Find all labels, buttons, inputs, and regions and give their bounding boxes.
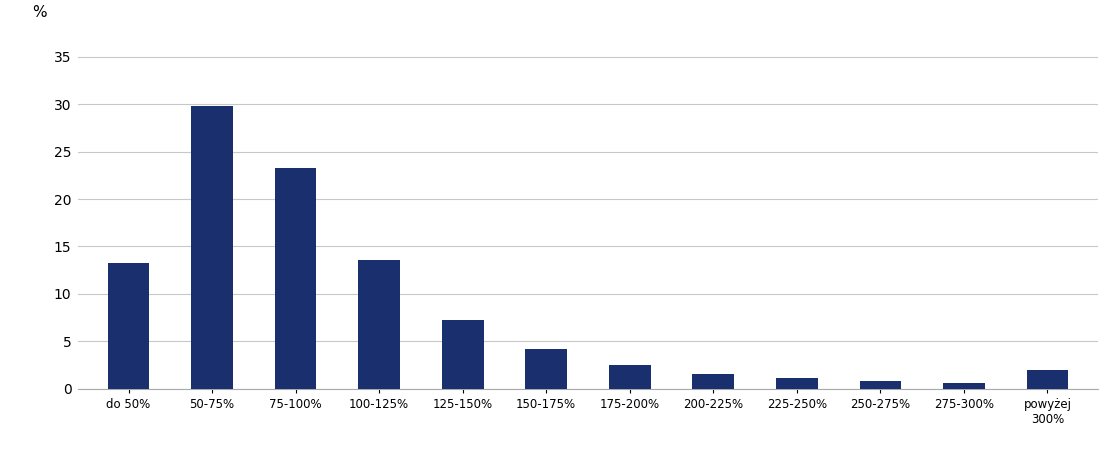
Bar [692,374,735,389]
Bar [108,263,149,389]
Bar [192,106,233,389]
Text: %: % [32,5,47,20]
Bar [943,383,984,389]
Bar [441,320,484,389]
Bar [525,349,567,389]
Bar [859,381,902,389]
Bar [776,378,818,389]
Bar [274,168,317,389]
Bar [609,365,651,389]
Bar [1027,370,1068,389]
Bar [358,260,400,389]
